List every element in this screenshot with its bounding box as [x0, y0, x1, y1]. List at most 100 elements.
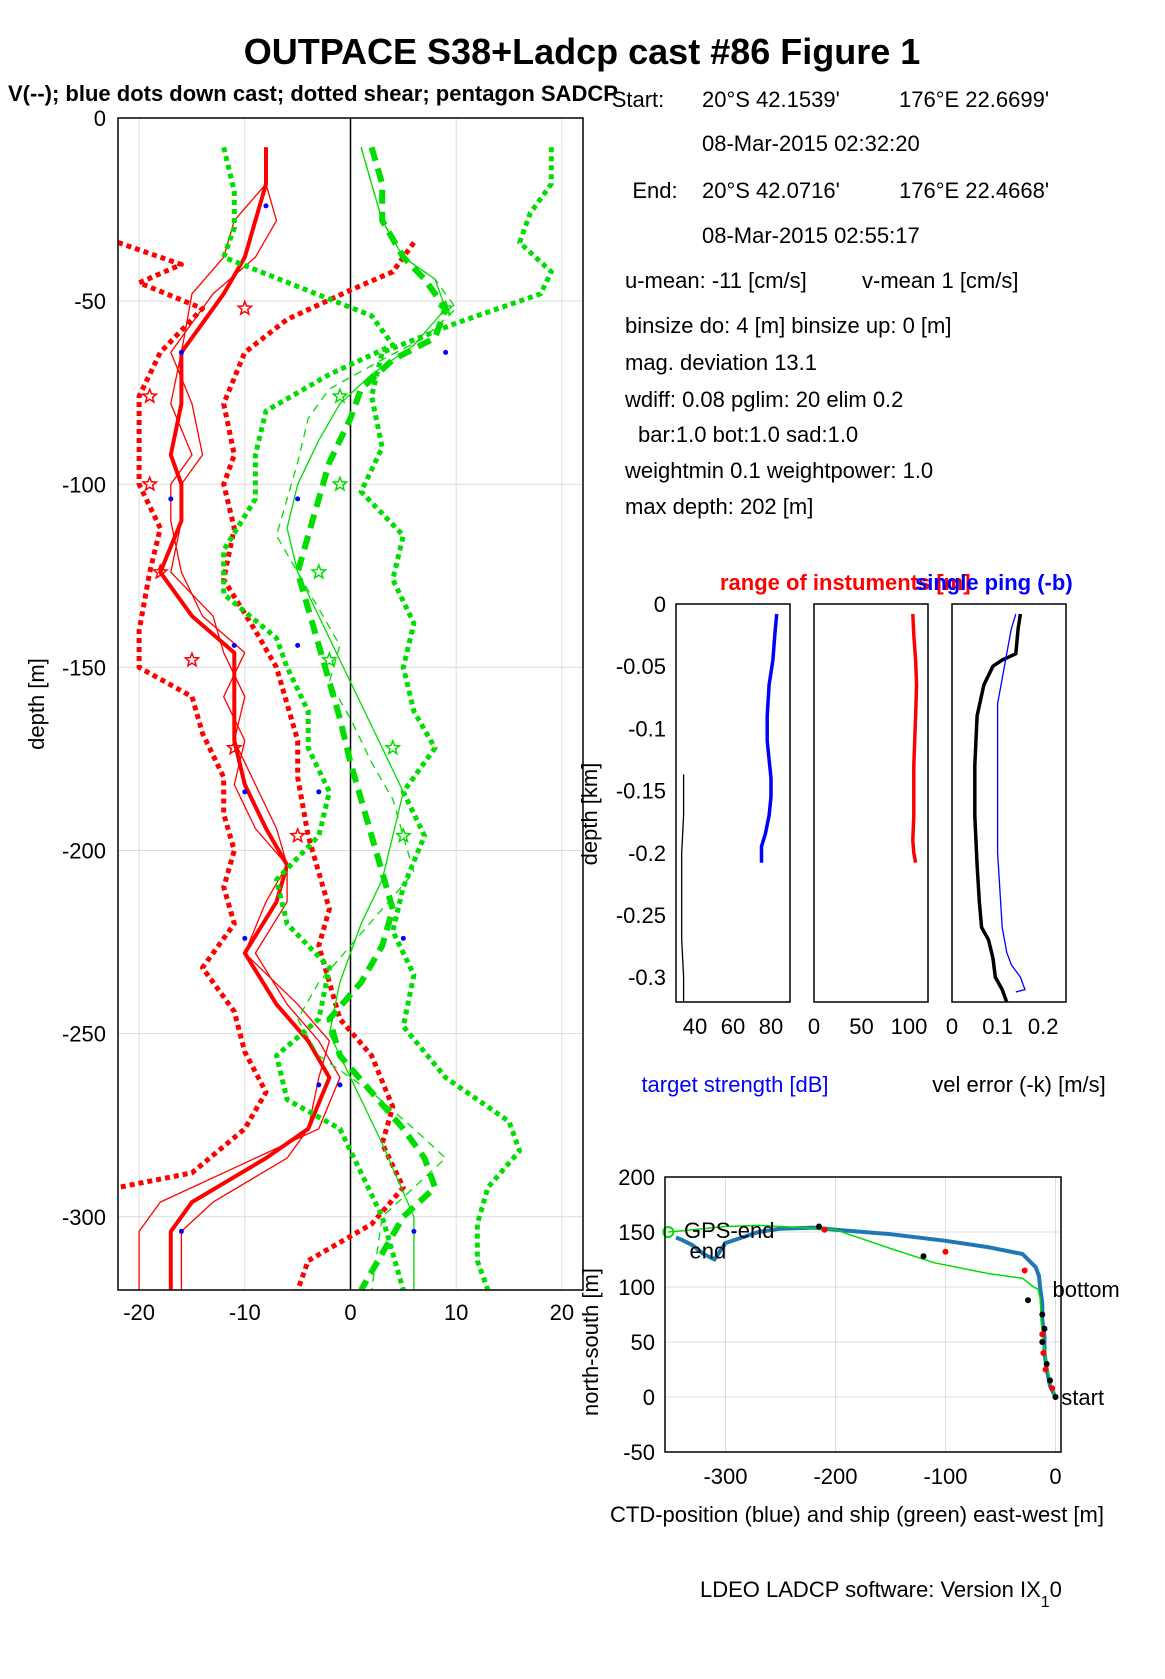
position-black-dot [1025, 1297, 1031, 1304]
weights: bar:1.0 bot:1.0 sad:1.0 [638, 422, 858, 447]
position-x-tick: 0 [1049, 1464, 1061, 1489]
velocity-grid [118, 117, 583, 1290]
single-ping-title: single ping (-b) [915, 570, 1073, 595]
y-tick-label: -200 [62, 839, 106, 864]
range-series-0 [911, 613, 919, 864]
sadcp-u-marker [141, 387, 159, 404]
sadcp-v-marker [331, 387, 349, 404]
position-y-tick: 0 [643, 1385, 655, 1410]
position-black-dot [816, 1223, 822, 1230]
vel-error-x-tick: 0.2 [1028, 1014, 1059, 1039]
mag-deviation: mag. deviation 13.1 [625, 350, 817, 375]
position-y-tick: -50 [623, 1440, 655, 1465]
velocity-series-7 [286, 147, 447, 1290]
target-strength-x-tick: 40 [683, 1014, 707, 1039]
target-strength-y-tick: -0.05 [616, 654, 666, 679]
target-strength-y-tick: -0.25 [616, 903, 666, 928]
velocity-profile-panel: -20 -10 0 10 200-50-100-150-200-250-300 dept… [24, 106, 584, 1325]
position-black-dot [1039, 1311, 1046, 1318]
position-red-dot [821, 1226, 828, 1233]
cast-info: Start: 20°S 42.1539' 176°E 22.6699' 08-M… [612, 87, 1049, 519]
vel-error-panel: 0 0.1 0.2 [946, 603, 1067, 1039]
position-y-tick: 200 [618, 1165, 655, 1190]
software-version: LDEO LADCP software: Version IX10 [700, 1577, 1062, 1611]
sadcp-v-marker [394, 826, 412, 844]
y-tick-label: -300 [62, 1205, 106, 1230]
position-black-dot [1039, 1339, 1046, 1345]
downcast-dot [168, 496, 174, 502]
position-plot-area [665, 1177, 1061, 1452]
position-red-dot [942, 1248, 949, 1255]
range-x-tick: 50 [849, 1014, 873, 1039]
position-label-start: start [1061, 1385, 1104, 1410]
downcast-dot [400, 935, 406, 941]
velocity-markers [141, 203, 455, 1234]
vel-error-axes-box [951, 603, 1067, 1003]
range-axes-box [813, 603, 929, 1003]
position-axes-box [664, 1176, 1062, 1453]
target-strength-series-0 [759, 613, 779, 863]
x-tick-label: 10 [444, 1300, 468, 1325]
velocity-ticks: -20 -10 0 10 200-50-100-150-200-250-300 [62, 106, 574, 1325]
position-black-dot [1041, 1325, 1048, 1332]
velocity-series-4 [221, 241, 416, 1291]
position-red-dot [1039, 1331, 1046, 1338]
vel-error-series-1 [996, 613, 1026, 993]
position-black-dot [1047, 1377, 1053, 1384]
sadcp-u-marker [236, 299, 254, 316]
y-tick-label: -100 [62, 472, 106, 497]
position-label-end: end [690, 1239, 727, 1264]
downcast-dot [337, 1082, 343, 1088]
y-tick-label: 0 [94, 106, 106, 131]
sadcp-u-marker [183, 651, 201, 668]
position-black-dot [1043, 1361, 1050, 1367]
target-strength-y-tick: -0.2 [628, 841, 666, 866]
velocity-axes-box [117, 117, 584, 1291]
sadcp-v-marker [437, 299, 455, 316]
wdiff: wdiff: 0.08 pglim: 20 elim 0.2 [624, 387, 903, 412]
position-black-dot [920, 1253, 927, 1260]
y-tick-label: -250 [62, 1022, 106, 1047]
target-strength-x-tick: 60 [721, 1014, 745, 1039]
x-tick-label: -20 [123, 1300, 155, 1325]
u-mean: u-mean: -11 [cm/s] [625, 268, 807, 293]
velocity-series-6 [275, 147, 457, 1291]
position-label-bottom: bottom [1053, 1277, 1120, 1302]
target-strength-xlabel: target strength [dB] [641, 1072, 828, 1097]
weightmin: weightmin 0.1 weightpower: 1.0 [624, 458, 933, 483]
position-x-tick: -200 [813, 1464, 857, 1489]
vel-error-x-tick: 0.1 [982, 1014, 1013, 1039]
figure-subtitle: V(--); blue dots down cast; dotted shear… [8, 81, 618, 106]
range-x-tick: 100 [891, 1014, 928, 1039]
y-tick-label: -50 [74, 289, 106, 314]
velocity-series-3 [117, 240, 269, 1190]
sadcp-u-marker [225, 738, 243, 756]
end-label: End: [632, 178, 677, 203]
start-label: Start: [612, 87, 665, 112]
sadcp-v-marker [310, 563, 328, 580]
target-strength-x-tick: 80 [759, 1014, 783, 1039]
target-strength-y-tick: -0.3 [628, 965, 666, 990]
position-label-gps-end: GPS-end [684, 1218, 775, 1243]
depth-km-label: depth [km] [577, 763, 602, 866]
downcast-dot [316, 789, 322, 795]
downcast-dot [316, 1082, 322, 1088]
start-lat: 20°S 42.1539' [702, 87, 840, 112]
target-strength-panel: 40 60 80 0 -0.05 -0.1 -0.15 -0.2 -0.25 -0.3 [616, 592, 791, 1039]
ctd-track [675, 1225, 1058, 1398]
downcast-dot [443, 349, 449, 355]
position-y-tick: 50 [631, 1330, 655, 1355]
velocity-ylabel: depth [m] [24, 658, 49, 750]
x-tick-label: -10 [229, 1300, 261, 1325]
figure-title: OUTPACE S38+Ladcp cast #86 Figure 1 [244, 31, 921, 72]
downcast-dot [242, 935, 248, 941]
sadcp-u-marker [151, 563, 169, 580]
x-tick-label: 0 [344, 1300, 356, 1325]
target-strength-y-tick: 0 [654, 592, 666, 617]
vel-error-series-0 [973, 613, 1023, 1003]
position-red-dot [1040, 1350, 1047, 1356]
position-red-dot [1049, 1385, 1056, 1392]
downcast-dot [295, 496, 301, 502]
range-title: range of instuments [m] [720, 570, 971, 595]
